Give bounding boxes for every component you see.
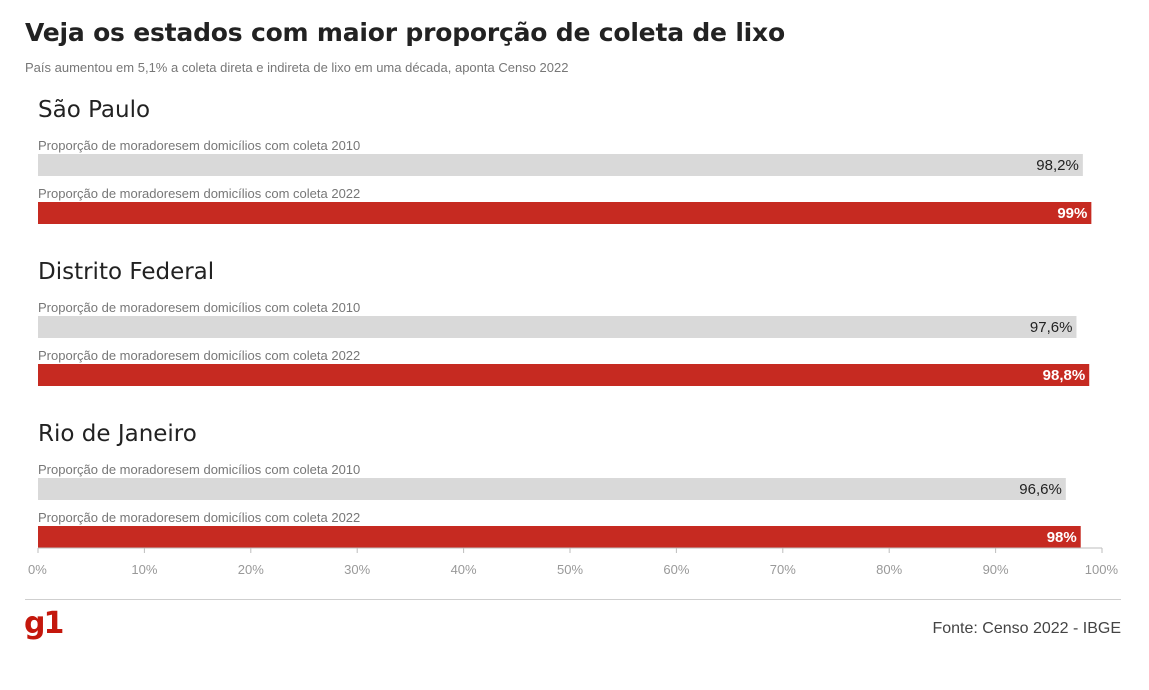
- x-tick-label: 100%: [1085, 562, 1119, 577]
- group-title-sao-paulo: São Paulo: [38, 97, 150, 123]
- group-title-distrito-federal: Distrito Federal: [38, 259, 214, 285]
- x-tick-label: 80%: [876, 562, 902, 577]
- chart-title: Veja os estados com maior proporção de c…: [25, 18, 785, 47]
- source-note: Fonte: Censo 2022 - IBGE: [932, 620, 1121, 637]
- footer-divider: [25, 599, 1121, 600]
- x-tick-label: 90%: [983, 562, 1009, 577]
- x-tick-label: 10%: [131, 562, 157, 577]
- data-label: 97,6%: [1030, 319, 1073, 336]
- group-title-rio-de-janeiro: Rio de Janeiro: [38, 421, 197, 447]
- series-label: Proporção de moradoresem domicílios com …: [38, 462, 360, 477]
- series-label: Proporção de moradoresem domicílios com …: [38, 300, 360, 315]
- x-tick-label: 70%: [770, 562, 796, 577]
- chart-subtitle: País aumentou em 5,1% a coleta direta e …: [25, 60, 569, 75]
- data-label: 98,8%: [1043, 367, 1086, 384]
- bar-distrito-federal-2010: [38, 316, 1077, 338]
- x-tick-label: 60%: [663, 562, 689, 577]
- series-label: Proporção de moradoresem domicílios com …: [38, 348, 360, 363]
- x-tick-label: 40%: [451, 562, 477, 577]
- bar-sao-paulo-2022: [38, 202, 1092, 224]
- bar-sao-paulo-2010: [38, 154, 1083, 176]
- bar-rio-de-janeiro-2022: [38, 526, 1081, 548]
- data-label: 96,6%: [1019, 481, 1062, 498]
- x-tick-label: 20%: [238, 562, 264, 577]
- x-tick-label: 30%: [344, 562, 370, 577]
- series-label: Proporção de moradoresem domicílios com …: [38, 186, 360, 201]
- bar-rio-de-janeiro-2010: [38, 478, 1066, 500]
- g1-logo: g1: [24, 606, 64, 641]
- x-tick-label: 50%: [557, 562, 583, 577]
- data-label: 99%: [1057, 205, 1087, 222]
- series-label: Proporção de moradoresem domicílios com …: [38, 510, 360, 525]
- data-label: 98,2%: [1036, 157, 1079, 174]
- x-tick-label: 0%: [28, 562, 47, 577]
- bar-distrito-federal-2022: [38, 364, 1090, 386]
- series-label: Proporção de moradoresem domicílios com …: [38, 138, 360, 153]
- data-label: 98%: [1047, 529, 1077, 546]
- bar-chart: São Paulo Proporção de moradoresem domicí…: [28, 97, 1119, 577]
